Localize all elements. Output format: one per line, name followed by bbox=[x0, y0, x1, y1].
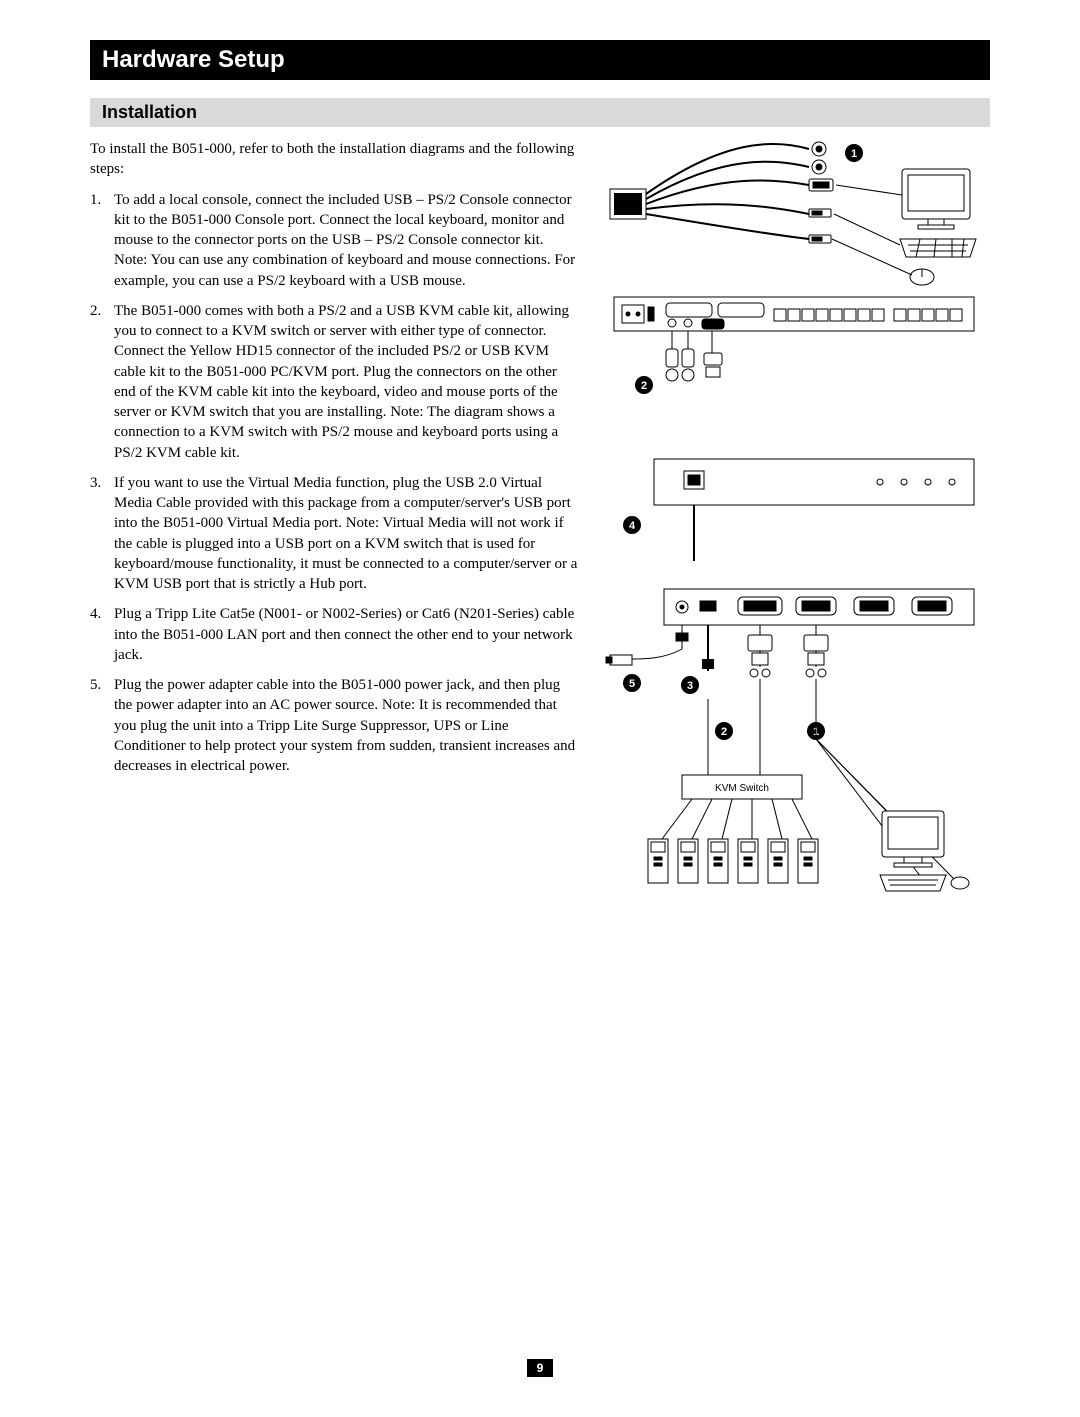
console-keyboard bbox=[880, 875, 946, 891]
callout-2a: 2 bbox=[641, 380, 647, 392]
console-mouse bbox=[951, 877, 969, 889]
keyboard-icon bbox=[900, 239, 976, 257]
step-5: 5.Plug the power adapter cable into the … bbox=[90, 675, 580, 776]
monitor-icon bbox=[902, 169, 970, 229]
step-num: 3. bbox=[90, 473, 114, 595]
step-text: If you want to use the Virtual Media fun… bbox=[114, 473, 580, 595]
callout-5: 5 bbox=[629, 678, 635, 690]
lan-unit bbox=[654, 459, 974, 505]
console-monitor bbox=[882, 811, 944, 867]
step-text: To add a local console, connect the incl… bbox=[114, 190, 580, 291]
kvm-switch-label: KVM Switch bbox=[715, 783, 769, 794]
intro-text: To install the B051-000, refer to both t… bbox=[90, 139, 580, 180]
mouse-icon bbox=[910, 269, 934, 285]
content-row: To install the B051-000, refer to both t… bbox=[90, 139, 990, 929]
step-1: 1.To add a local console, connect the in… bbox=[90, 190, 580, 291]
step-num: 4. bbox=[90, 604, 114, 665]
page-number: 9 bbox=[527, 1359, 554, 1377]
callout-3: 3 bbox=[687, 680, 693, 692]
step-text: Plug a Tripp Lite Cat5e (N001- or N002-S… bbox=[114, 604, 580, 665]
section-title: Hardware Setup bbox=[102, 46, 285, 73]
callout-1: 1 bbox=[851, 148, 857, 160]
subsection-title: Installation bbox=[102, 102, 197, 122]
section-header: Hardware Setup bbox=[90, 40, 990, 80]
kvm-cables bbox=[748, 625, 828, 677]
step-num: 1. bbox=[90, 190, 114, 291]
console-connector bbox=[610, 144, 809, 239]
cable-plugs bbox=[809, 142, 833, 243]
diagram-column: 1 bbox=[604, 139, 990, 929]
callout-2b: 2 bbox=[721, 726, 727, 738]
kvm-switch-box: KVM Switch bbox=[682, 775, 802, 799]
hanging-cables bbox=[666, 331, 722, 381]
callout-4: 4 bbox=[629, 520, 636, 532]
text-column: To install the B051-000, refer to both t… bbox=[90, 139, 580, 929]
subsection-header: Installation bbox=[90, 98, 990, 127]
tower-pcs bbox=[648, 839, 818, 883]
b051-unit bbox=[664, 589, 974, 625]
kvm-rack-rear bbox=[614, 297, 974, 331]
power-adapter bbox=[606, 625, 688, 665]
step-3: 3.If you want to use the Virtual Media f… bbox=[90, 473, 580, 595]
step-num: 5. bbox=[90, 675, 114, 776]
step-text: The B051-000 comes with both a PS/2 and … bbox=[114, 301, 580, 463]
step-4: 4.Plug a Tripp Lite Cat5e (N001- or N002… bbox=[90, 604, 580, 665]
step-2: 2.The B051-000 comes with both a PS/2 an… bbox=[90, 301, 580, 463]
page-footer: 9 bbox=[90, 1359, 990, 1377]
step-num: 2. bbox=[90, 301, 114, 463]
installation-diagram: 1 bbox=[604, 139, 984, 929]
step-text: Plug the power adapter cable into the B0… bbox=[114, 675, 580, 776]
install-steps: 1.To add a local console, connect the in… bbox=[90, 190, 580, 777]
